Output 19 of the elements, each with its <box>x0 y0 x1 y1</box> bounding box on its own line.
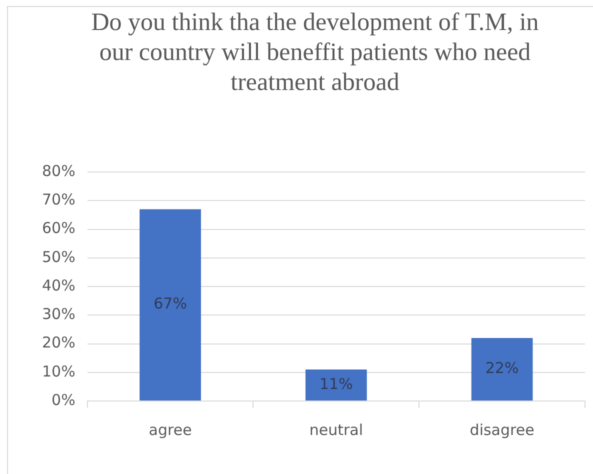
data-label: 11% <box>320 374 353 393</box>
data-label: 22% <box>485 359 519 378</box>
bar <box>305 370 367 400</box>
data-label: 67% <box>154 294 187 313</box>
y-tick-label: 50% <box>42 248 76 266</box>
x-tick-label: neutral <box>309 420 363 439</box>
x-tick-label: disagree <box>470 420 534 439</box>
y-tick-label: 20% <box>42 334 76 352</box>
x-tick-label: agree <box>148 420 192 439</box>
chart-title: Do you think tha the development of T.M, in our country will beneffit patients who need treatment abroad <box>90 8 540 98</box>
y-tick-label: 40% <box>42 276 76 294</box>
bar <box>471 338 533 400</box>
y-tick-label: 10% <box>42 362 76 380</box>
y-tick-label: 80% <box>42 162 76 180</box>
y-tick-label: 60% <box>42 219 76 238</box>
y-tick-label: 0% <box>52 390 76 409</box>
bar <box>140 209 201 400</box>
y-tick-label: 70% <box>42 190 76 209</box>
y-tick-label: 30% <box>42 305 76 324</box>
